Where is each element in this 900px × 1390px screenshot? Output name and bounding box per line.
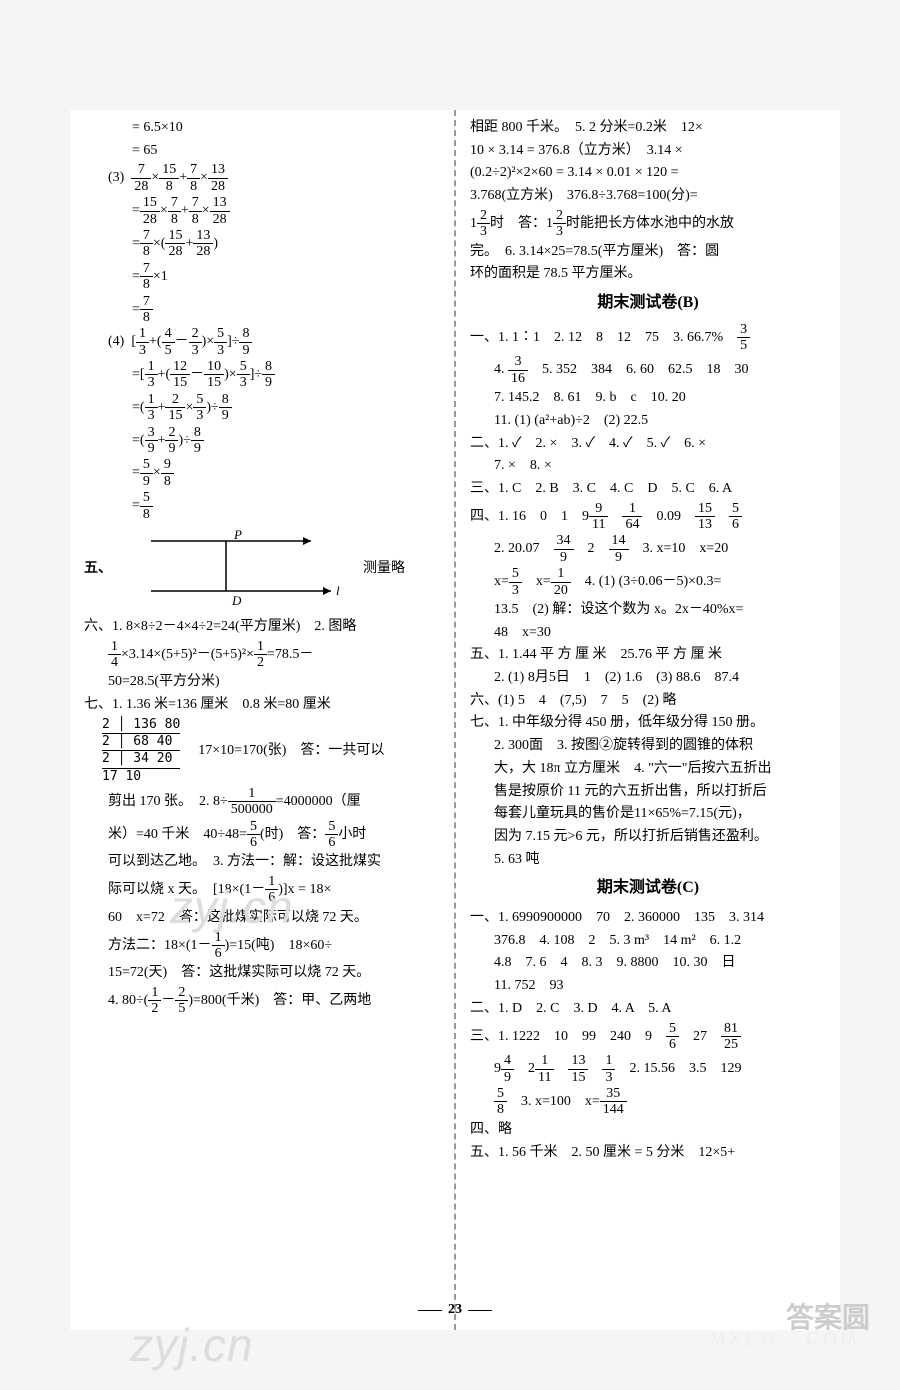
section-six: 六、1. 8×8÷2－4×4÷2=24(平方厘米) 2. 图略 bbox=[84, 616, 440, 638]
text-line: 2. 300面 3. 按图②旋转得到的圆锥的体积 bbox=[470, 735, 826, 757]
text-line: 四、略 bbox=[470, 1119, 826, 1141]
eq-line: 60 x=72 答：这批煤实际可以烧 72 天。 bbox=[84, 907, 440, 929]
label: (4) bbox=[108, 334, 124, 349]
eq-line: =78×1 bbox=[84, 261, 440, 293]
text-line: 123时 答：123时能把长方体水池中的水放 bbox=[470, 208, 826, 240]
text-line: 376.8 4. 108 2 5. 3 m³ 14 m² 6. 1.2 bbox=[470, 930, 826, 952]
column-left: = 6.5×10 = 65 (3) 728×158+78×1328 =1528×… bbox=[70, 110, 456, 1330]
text-line: 2. (1) 8月5日 1 (2) 1.6 (3) 88.6 87.4 bbox=[470, 667, 826, 689]
eq-line: 14×3.14×(5+5)²－(5+5)²×12=78.5－ bbox=[84, 639, 440, 671]
text-line: 大，大 18π 立方厘米 4. "六一"后按六五折出 bbox=[470, 758, 826, 780]
section-seven: 七、1. 1.36 米=136 厘米 0.8 米=80 厘米 bbox=[84, 694, 440, 716]
text-line: 一、1. 1∶1 2. 12 8 12 75 3. 66.7% 35 bbox=[470, 322, 826, 354]
text-line: 11. 752 93 bbox=[470, 975, 826, 997]
text-line: 相距 800 千米。 5. 2 分米=0.2米 12× bbox=[470, 117, 826, 139]
eq-line: =(39+29)÷89 bbox=[84, 425, 440, 457]
eq-line: 米）=40 千米 40÷48=56(时) 答：56小时 bbox=[84, 819, 440, 851]
paper-page: = 6.5×10 = 65 (3) 728×158+78×1328 =1528×… bbox=[70, 110, 840, 1330]
section-five: 五、 P D l 测量略 bbox=[84, 523, 440, 615]
text-line: (0.2÷2)²×2×60 = 3.14 × 0.01 × 120 = bbox=[470, 162, 826, 184]
column-right: 相距 800 千米。 5. 2 分米=0.2米 12× 10 × 3.14 = … bbox=[456, 110, 840, 1330]
longdiv-row: 2 │ 136 80 2 │ 68 40 2 │ 34 20 17 10 17×… bbox=[84, 717, 440, 785]
eq-line: = 6.5×10 bbox=[84, 117, 440, 139]
eq-line: =78×(1528+1328) bbox=[84, 228, 440, 260]
dash-icon bbox=[468, 1310, 492, 1311]
eq-line: 15=72(天) 答：这批煤实际可以烧 72 天。 bbox=[84, 962, 440, 984]
text-line: 48 x=30 bbox=[470, 622, 826, 644]
eq-line: 剪出 170 张。 2. 8÷1500000=4000000（厘 bbox=[84, 786, 440, 818]
text-line: x=53 x=120 4. (1) (3÷0.06－5)×0.3= bbox=[470, 566, 826, 598]
text-line: 环的面积是 78.5 平方厘米。 bbox=[470, 263, 826, 285]
text: 17×10=170(张) 答：一共可以 bbox=[198, 740, 384, 762]
watermark-corner: 答案圆 bbox=[786, 1296, 870, 1336]
text-line: 四、1. 16 0 1 9911 164 0.09 1513 56 bbox=[470, 501, 826, 533]
text-line: 售是按原价 11 元的六五折出售，所以打折后 bbox=[470, 781, 826, 803]
eq-line: 可以到达乙地。 3. 方法一：解：设这批煤实 bbox=[84, 851, 440, 873]
eq-line: 际可以烧 x 天。 [18×(1－16)]x = 18× bbox=[84, 874, 440, 906]
text-line: 六、(1) 5 4 (7,5) 7 5 (2) 略 bbox=[470, 690, 826, 712]
text-line: 每套儿童玩具的售价是11×65%=7.15(元)， bbox=[470, 803, 826, 825]
eq-item-4: (4) [13+(45－23)×53]÷89 bbox=[84, 326, 440, 358]
text-line: 三、1. C 2. B 3. C 4. C D 5. C 6. A bbox=[470, 478, 826, 500]
geometry-diagram: P D l bbox=[146, 529, 346, 609]
text-line: 13.5 (2) 解：设这个数为 x。2x－40%x= bbox=[470, 599, 826, 621]
svg-text:P: P bbox=[233, 529, 242, 542]
text-line: 7. × 8. × bbox=[470, 455, 826, 477]
text-line: 11. (1) (a²+ab)÷2 (2) 22.5 bbox=[470, 410, 826, 432]
text-line: 二、1. D 2. C 3. D 4. A 5. A bbox=[470, 998, 826, 1020]
label: (3) bbox=[108, 170, 124, 185]
text-line: 五、1. 1.44 平 方 厘 米 25.76 平 方 厘 米 bbox=[470, 644, 826, 666]
text-line: 7. 145.2 8. 61 9. b c 10. 20 bbox=[470, 387, 826, 409]
text-line: 一、1. 6990900000 70 2. 360000 135 3. 314 bbox=[470, 907, 826, 929]
eq-line: =[13+(1215－1015)×53]÷89 bbox=[84, 359, 440, 391]
text-line: 4. 316 5. 352 384 6. 60 62.5 18 30 bbox=[470, 354, 826, 386]
text: 测量略 bbox=[363, 561, 405, 576]
svg-text:l: l bbox=[336, 583, 340, 598]
eq-line: =(13+215×53)÷89 bbox=[84, 392, 440, 424]
paper-title-b: 期末测试卷(B) bbox=[470, 291, 826, 316]
eq-line: =78 bbox=[84, 294, 440, 326]
text-line: 4.8 7. 6 4 8. 3 9. 8800 10. 30 日 bbox=[470, 952, 826, 974]
eq-line: 方法二：18×(1－16)=15(吨) 18×60÷ bbox=[84, 930, 440, 962]
svg-text:D: D bbox=[231, 593, 242, 608]
eq-line: 50=28.5(平方分米) bbox=[84, 671, 440, 693]
text-line: 五、1. 56 千米 2. 50 厘米 = 5 分米 12×5+ bbox=[470, 1142, 826, 1164]
eq-item-3: (3) 728×158+78×1328 bbox=[84, 162, 440, 194]
dash-icon bbox=[418, 1310, 442, 1311]
section-label: 五、 bbox=[84, 558, 112, 580]
text-line: 因为 7.15 元>6 元，所以打折后销售还盈利。 bbox=[470, 826, 826, 848]
eq-line: = 65 bbox=[84, 140, 440, 162]
text-line: 2. 20.07 349 2 149 3. x=10 x=20 bbox=[470, 533, 826, 565]
pagenum-value: 23 bbox=[448, 1302, 462, 1318]
text-line: 3.768(立方米) 376.8÷3.768=100(分)= bbox=[470, 185, 826, 207]
text-line: 七、1. 中年级分得 450 册，低年级分得 150 册。 bbox=[470, 712, 826, 734]
eq-line: 4. 80÷(12－25)=800(千米) 答：甲、乙两地 bbox=[84, 985, 440, 1017]
text-line: 5. 63 吨 bbox=[470, 849, 826, 871]
text-line: 三、1. 1222 10 99 240 9 56 27 8125 bbox=[470, 1021, 826, 1053]
text-line: 949 2111 1315 13 2. 15.56 3.5 129 bbox=[470, 1053, 826, 1085]
eq-line: =1528×78+78×1328 bbox=[84, 195, 440, 227]
eq-line: =58 bbox=[84, 490, 440, 522]
text-line: 58 3. x=100 x=35144 bbox=[470, 1086, 826, 1118]
text-line: 10 × 3.14 = 376.8（立方米） 3.14 × bbox=[470, 140, 826, 162]
page-number: 23 bbox=[418, 1302, 492, 1318]
text-line: 完。 6. 3.14×25=78.5(平方厘米) 答：圆 bbox=[470, 241, 826, 263]
long-division: 2 │ 136 80 2 │ 68 40 2 │ 34 20 17 10 bbox=[102, 717, 180, 785]
text-line: 二、1. ✓ 2. × 3. ✓ 4. ✓ 5. ✓ 6. × bbox=[470, 433, 826, 455]
eq-line: =59×98 bbox=[84, 457, 440, 489]
paper-title-c: 期末测试卷(C) bbox=[470, 876, 826, 901]
